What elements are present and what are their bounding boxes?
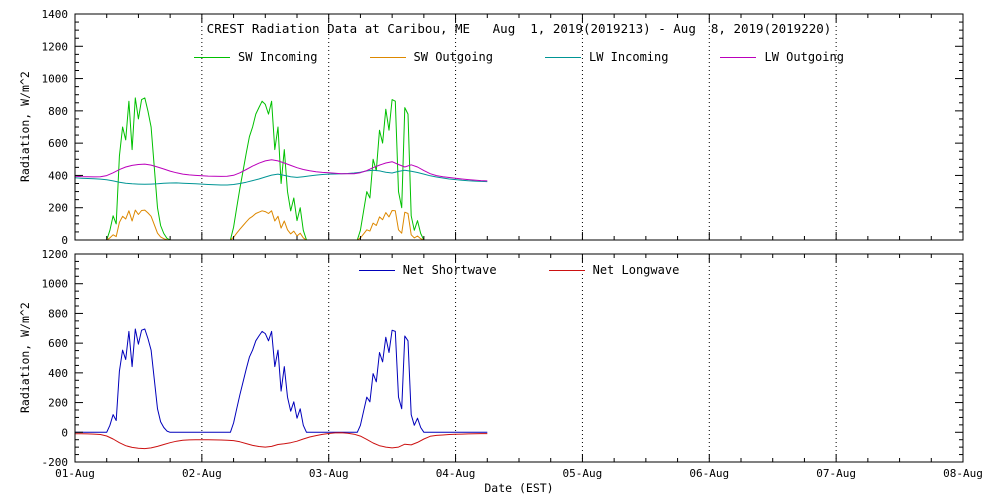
lw-incoming-key-line xyxy=(545,56,581,58)
legend-label: SW Outgoing xyxy=(413,50,493,64)
y-tick-label: 200 xyxy=(48,202,68,215)
sw-outgoing-key-line xyxy=(369,56,406,58)
x-tick-label: 07-Aug xyxy=(816,467,856,480)
lw-outgoing-key-line xyxy=(720,56,757,58)
y-tick-label: 400 xyxy=(48,367,68,380)
y-tick-label: 600 xyxy=(48,337,68,350)
x-tick-label: 06-Aug xyxy=(689,467,729,480)
series-sw-incoming xyxy=(75,97,488,241)
y-tick-label: -200 xyxy=(42,456,69,469)
y-axis-label-bottom: Radiation, W/m^2 xyxy=(18,302,32,413)
legend-label: LW Incoming xyxy=(589,50,669,64)
legend-item-sw-outgoing: SW Outgoing xyxy=(369,50,493,64)
x-tick-label: 04-Aug xyxy=(436,467,476,480)
legend-label: Net Longwave xyxy=(592,263,680,277)
legend-item-net-longwave: Net Longwave xyxy=(548,263,680,277)
x-tick-label: 01-Aug xyxy=(55,467,95,480)
series-lw-outgoing xyxy=(74,159,488,182)
x-tick-label: 05-Aug xyxy=(563,467,603,480)
y-tick-label: 1400 xyxy=(42,8,69,21)
legend-bottom: Net Shortwave Net Longwave xyxy=(75,263,963,277)
panel-frame xyxy=(74,13,964,241)
y-tick-label: 1200 xyxy=(42,40,69,53)
y-tick-label: 0 xyxy=(61,234,68,247)
net-longwave-key-line xyxy=(548,269,585,271)
legend-item-net-shortwave: Net Shortwave xyxy=(358,263,497,277)
x-tick-label: 02-Aug xyxy=(182,467,222,480)
y-tick-label: 400 xyxy=(48,169,68,182)
y-tick-label: 1200 xyxy=(42,248,69,261)
x-tick-label: 08-Aug xyxy=(943,467,983,480)
y-tick-label: 1000 xyxy=(42,278,69,291)
legend-label: Net Shortwave xyxy=(402,263,497,277)
series-lw-incoming xyxy=(74,169,488,186)
series-sw-outgoing xyxy=(75,209,488,241)
legend-label: SW Incoming xyxy=(238,50,318,64)
x-axis-label: Date (EST) xyxy=(484,481,554,495)
y-tick-label: 800 xyxy=(48,105,68,118)
legend-item-sw-incoming: SW Incoming xyxy=(194,50,318,64)
series-net-longwave xyxy=(75,432,488,450)
y-tick-label: 800 xyxy=(48,307,68,320)
legend-top: SW Incoming SW Outgoing LW Incoming LW Outg… xyxy=(75,50,963,64)
y-tick-label: 600 xyxy=(48,137,68,150)
y-tick-label: 200 xyxy=(48,397,68,410)
x-tick-label: 03-Aug xyxy=(309,467,349,480)
y-tick-label: 0 xyxy=(61,426,68,439)
series-net-shortwave xyxy=(75,328,488,433)
y-axis-label-top: Radiation, W/m^2 xyxy=(18,71,32,182)
sw-incoming-key-line xyxy=(194,56,231,58)
legend-item-lw-outgoing: LW Outgoing xyxy=(720,50,844,64)
net-shortwave-key-line xyxy=(358,269,395,271)
panel-frame xyxy=(74,253,964,463)
legend-label: LW Outgoing xyxy=(764,50,844,64)
chart-title: CREST Radiation Data at Caribou, ME Aug … xyxy=(206,21,832,36)
legend-item-lw-incoming: LW Incoming xyxy=(545,50,668,64)
y-tick-label: 1000 xyxy=(42,73,69,86)
